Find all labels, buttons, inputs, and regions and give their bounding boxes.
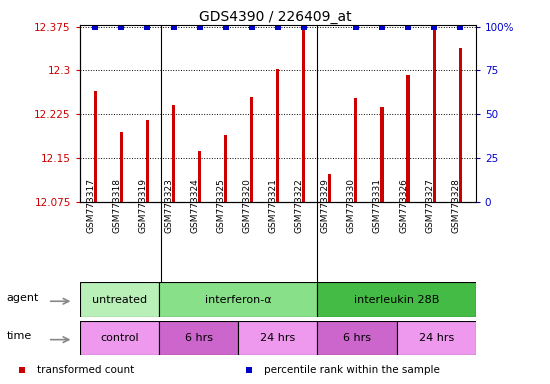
Text: GSM773323: GSM773323 [164,178,174,233]
Bar [159,282,317,317]
Bar [459,48,461,202]
Text: 6 hrs: 6 hrs [185,333,212,343]
Text: GSM773317: GSM773317 [86,178,95,233]
Text: GSM773321: GSM773321 [269,178,278,233]
Bar [317,321,397,355]
Text: control: control [100,333,139,343]
Bar [94,91,97,202]
Text: transformed count: transformed count [37,364,135,375]
Bar [80,282,159,317]
Text: percentile rank within the sample: percentile rank within the sample [265,364,441,375]
Text: GSM773327: GSM773327 [425,178,434,233]
Bar [120,132,123,202]
Text: 24 hrs: 24 hrs [419,333,454,343]
Text: GSM773324: GSM773324 [191,178,200,233]
Bar [317,282,476,317]
Bar [397,321,476,355]
Bar [354,98,358,202]
Bar [406,75,410,202]
Bar [381,107,383,202]
Bar [276,69,279,202]
Bar [432,27,436,202]
Text: 6 hrs: 6 hrs [343,333,371,343]
Text: GSM773330: GSM773330 [347,178,356,233]
Bar [224,134,227,202]
Bar [159,321,238,355]
Text: GSM773331: GSM773331 [373,178,382,233]
Text: interleukin 28B: interleukin 28B [354,295,439,305]
Text: GSM773322: GSM773322 [295,178,304,233]
Bar [250,97,253,202]
Text: 24 hrs: 24 hrs [260,333,295,343]
Bar [80,321,159,355]
Bar [328,174,332,202]
Text: GSM773328: GSM773328 [451,178,460,233]
Bar [238,321,317,355]
Text: GDS4390 / 226409_at: GDS4390 / 226409_at [199,10,351,23]
Bar [172,106,175,202]
Text: untreated: untreated [92,295,147,305]
Text: GSM773319: GSM773319 [139,178,147,233]
Text: agent: agent [7,293,39,303]
Bar [146,120,149,202]
Text: GSM773320: GSM773320 [243,178,252,233]
Bar [198,151,201,202]
Text: GSM773318: GSM773318 [112,178,122,233]
Bar [302,27,305,202]
Text: GSM773326: GSM773326 [399,178,408,233]
Text: GSM773329: GSM773329 [321,178,330,233]
Text: interferon-α: interferon-α [205,295,272,305]
Text: GSM773325: GSM773325 [217,178,226,233]
Text: time: time [7,331,32,341]
